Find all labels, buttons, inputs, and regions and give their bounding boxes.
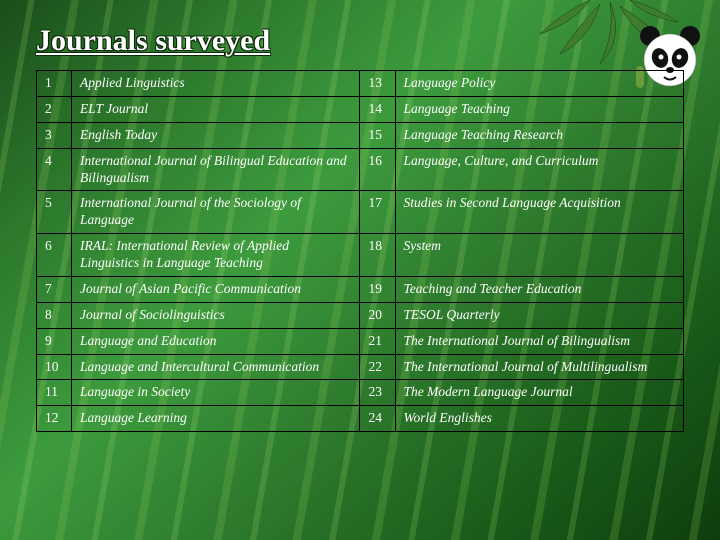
journal-name: Language and Education (72, 328, 360, 354)
journal-number: 24 (360, 406, 395, 432)
journal-name: Language in Society (72, 380, 360, 406)
journal-number: 23 (360, 380, 395, 406)
journal-number: 13 (360, 71, 395, 97)
journal-number: 16 (360, 148, 395, 191)
journal-number: 12 (37, 406, 72, 432)
table-row: 8Journal of Sociolinguistics20TESOL Quar… (37, 302, 684, 328)
journal-number: 8 (37, 302, 72, 328)
journal-name: The International Journal of Bilingualis… (395, 328, 684, 354)
journal-number: 2 (37, 96, 72, 122)
journal-number: 19 (360, 276, 395, 302)
journal-name: ELT Journal (72, 96, 360, 122)
journals-table: 1Applied Linguistics13Language Policy2EL… (36, 70, 684, 432)
journal-name: The Modern Language Journal (395, 380, 684, 406)
journal-name: Language and Intercultural Communication (72, 354, 360, 380)
journal-number: 1 (37, 71, 72, 97)
journal-name: Teaching and Teacher Education (395, 276, 684, 302)
journal-number: 3 (37, 122, 72, 148)
journal-number: 17 (360, 191, 395, 234)
journal-number: 21 (360, 328, 395, 354)
journal-number: 22 (360, 354, 395, 380)
journal-name: International Journal of the Sociology o… (72, 191, 360, 234)
slide-container: Journals surveyed 1Applied Linguistics13… (0, 0, 720, 450)
journal-name: World Englishes (395, 406, 684, 432)
journal-name: Applied Linguistics (72, 71, 360, 97)
journal-name: Studies in Second Language Acquisition (395, 191, 684, 234)
journal-name: IRAL: International Review of Applied Li… (72, 234, 360, 277)
table-row: 6IRAL: International Review of Applied L… (37, 234, 684, 277)
journal-number: 11 (37, 380, 72, 406)
journal-number: 15 (360, 122, 395, 148)
journal-number: 14 (360, 96, 395, 122)
table-row: 11Language in Society23The Modern Langua… (37, 380, 684, 406)
table-row: 3English Today15Language Teaching Resear… (37, 122, 684, 148)
journal-name: System (395, 234, 684, 277)
table-row: 7Journal of Asian Pacific Communication1… (37, 276, 684, 302)
journal-name: Journal of Sociolinguistics (72, 302, 360, 328)
journal-name: Language Teaching (395, 96, 684, 122)
table-row: 12Language Learning24World Englishes (37, 406, 684, 432)
journal-name: Language Policy (395, 71, 684, 97)
table-row: 2ELT Journal14Language Teaching (37, 96, 684, 122)
table-row: 10Language and Intercultural Communicati… (37, 354, 684, 380)
journal-name: Journal of Asian Pacific Communication (72, 276, 360, 302)
journal-name: The International Journal of Multilingua… (395, 354, 684, 380)
table-row: 9Language and Education21The Internation… (37, 328, 684, 354)
journal-name: Language Learning (72, 406, 360, 432)
slide-title: Journals surveyed (36, 24, 684, 58)
journal-number: 20 (360, 302, 395, 328)
journal-name: English Today (72, 122, 360, 148)
journal-number: 5 (37, 191, 72, 234)
journal-number: 7 (37, 276, 72, 302)
journal-name: Language, Culture, and Curriculum (395, 148, 684, 191)
journal-number: 6 (37, 234, 72, 277)
journal-number: 9 (37, 328, 72, 354)
journal-name: International Journal of Bilingual Educa… (72, 148, 360, 191)
journal-number: 10 (37, 354, 72, 380)
table-row: 5International Journal of the Sociology … (37, 191, 684, 234)
table-row: 1Applied Linguistics13Language Policy (37, 71, 684, 97)
journal-name: TESOL Quarterly (395, 302, 684, 328)
journal-number: 4 (37, 148, 72, 191)
journal-number: 18 (360, 234, 395, 277)
table-row: 4International Journal of Bilingual Educ… (37, 148, 684, 191)
journal-name: Language Teaching Research (395, 122, 684, 148)
